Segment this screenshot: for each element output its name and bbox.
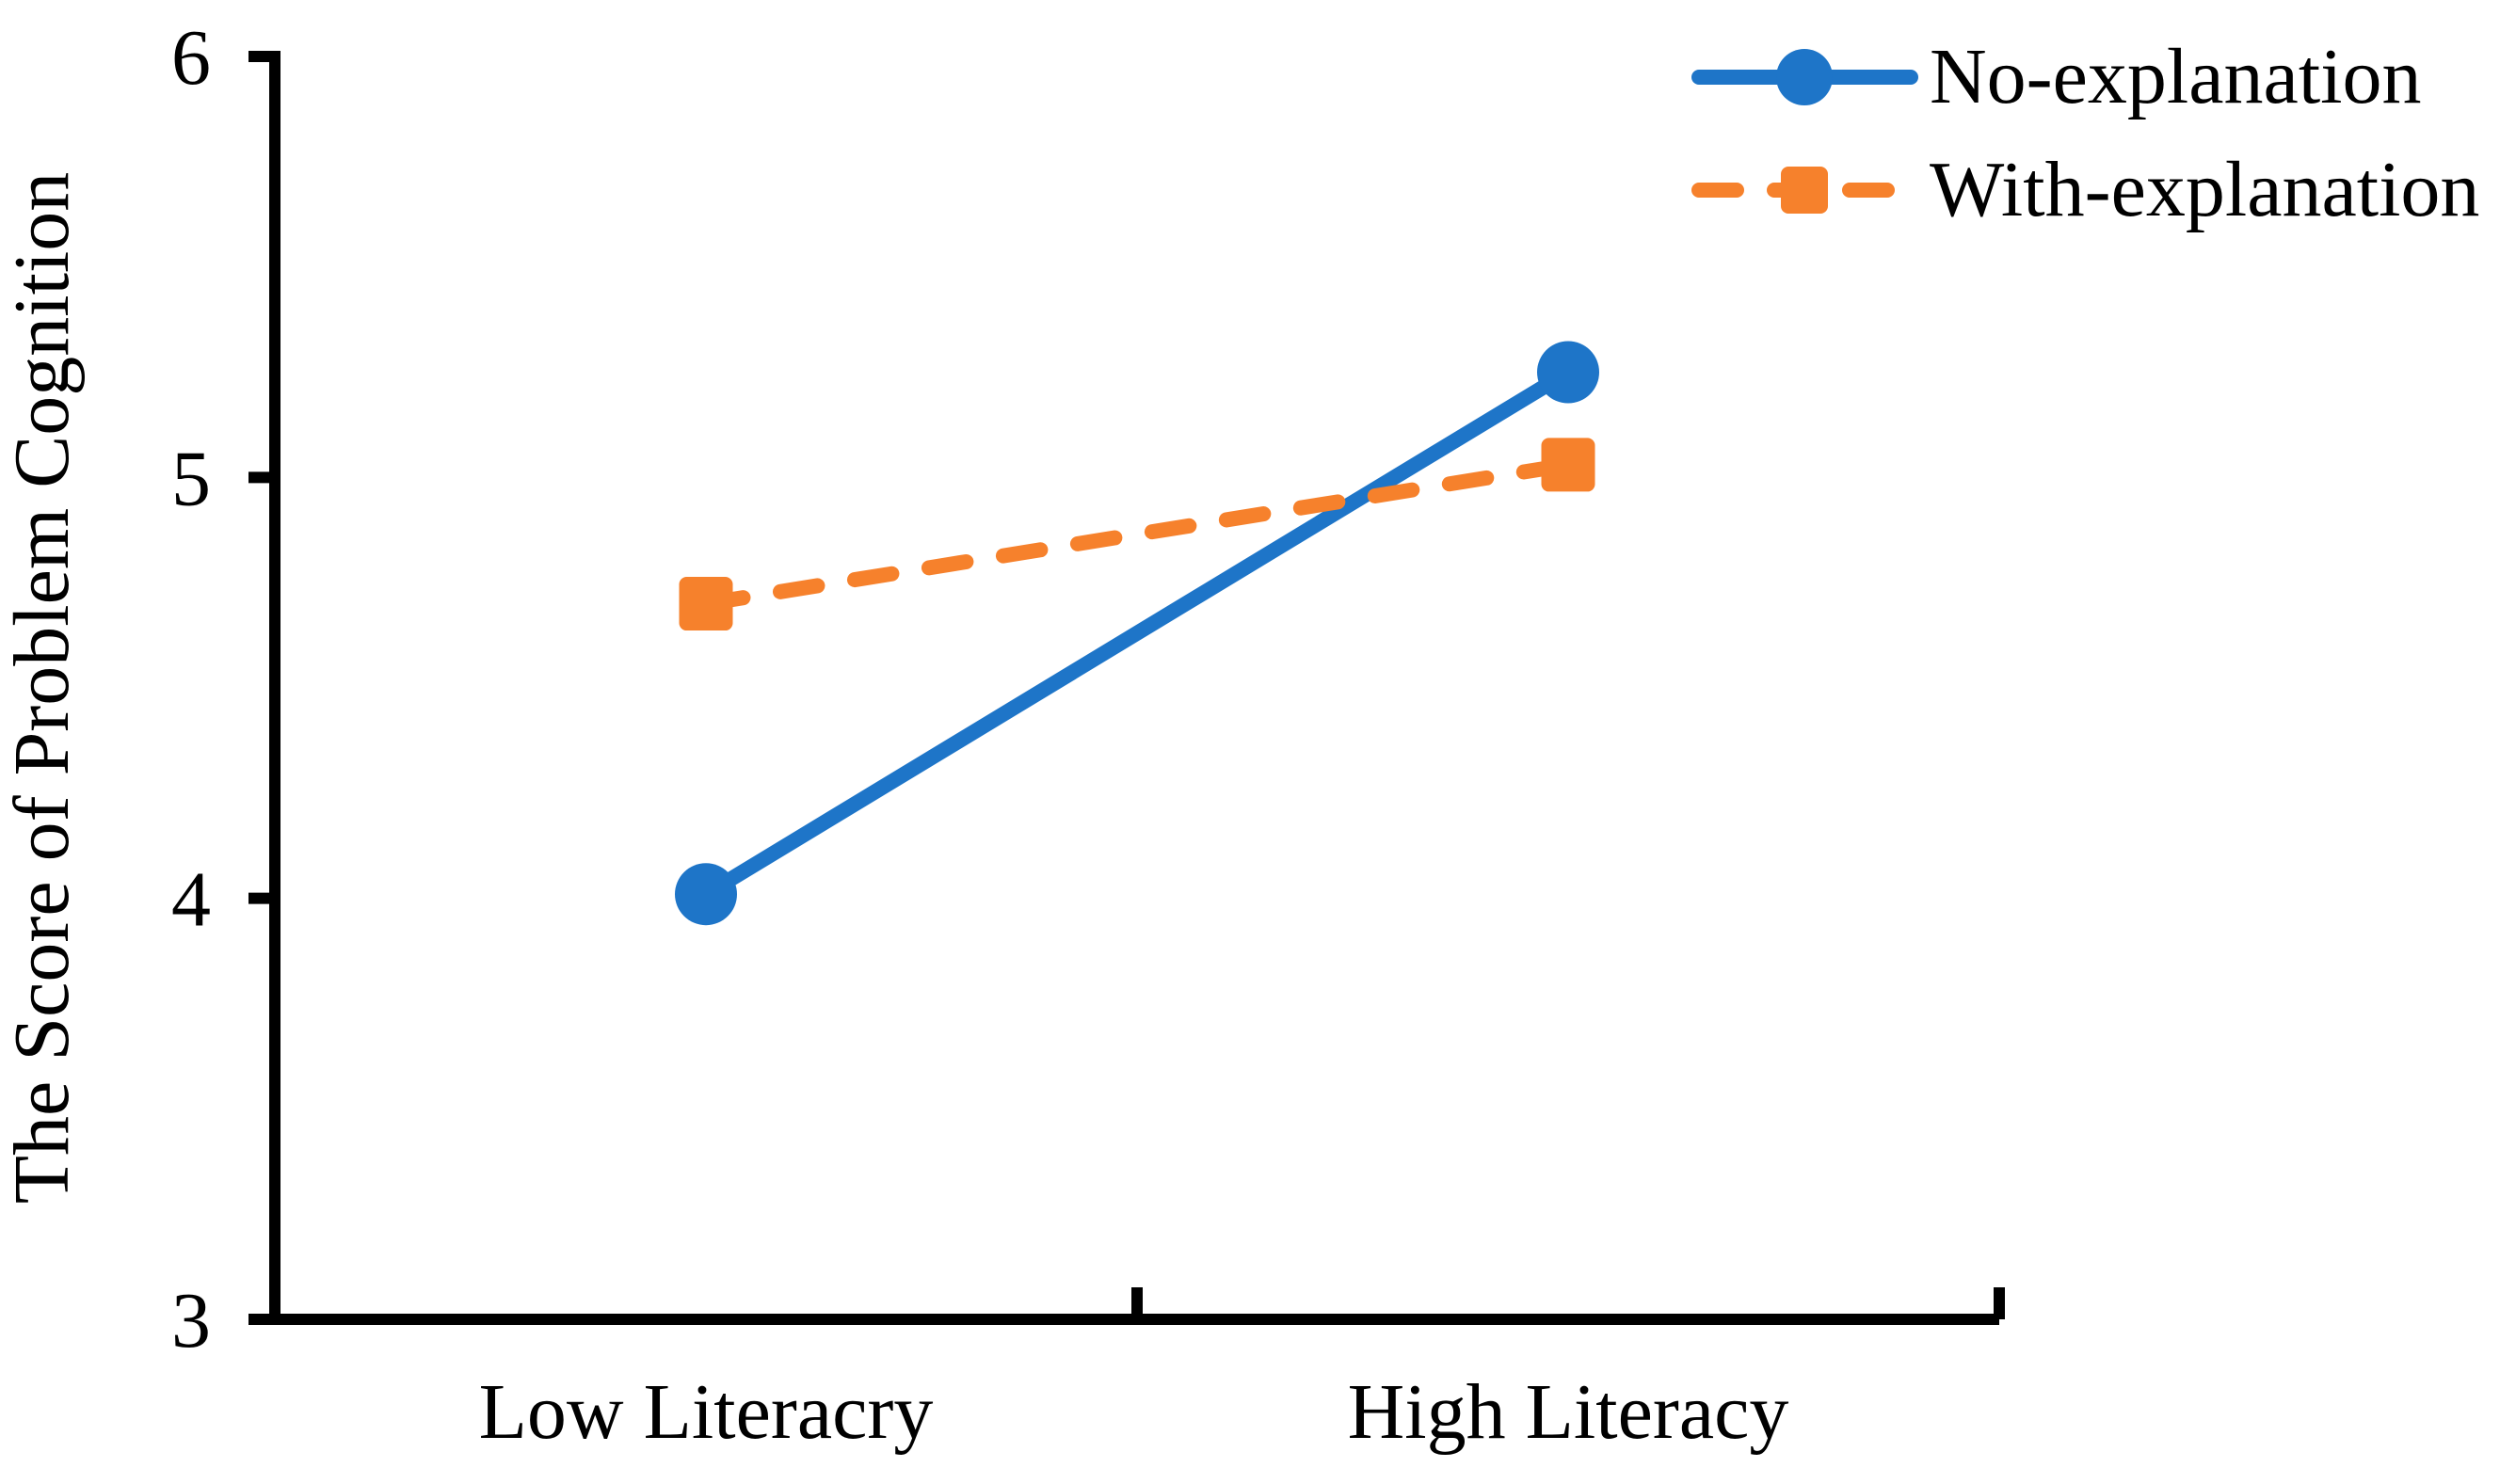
legend-marker-circle-no-explanation — [1776, 49, 1833, 105]
legend-label-no-explanation: No-explanation — [1930, 33, 2422, 120]
y-axis-title: The Score of Problem Cognition — [0, 172, 86, 1205]
data-point-square-with-explanation — [1541, 438, 1595, 492]
x-axis-label: High Literacy — [1348, 1368, 1789, 1456]
series-line-with-explanation — [698, 456, 1576, 612]
data-point-square-with-explanation — [679, 577, 733, 631]
y-tick-label: 5 — [171, 435, 211, 522]
y-tick-label: 3 — [171, 1277, 211, 1364]
data-point-circle-no-explanation — [675, 863, 737, 926]
y-tick-label: 6 — [171, 14, 211, 102]
legend-marker-square-with-explanation — [1781, 167, 1828, 214]
legend-label-with-explanation: With-explanation — [1930, 146, 2479, 233]
data-point-circle-no-explanation — [1537, 341, 1599, 404]
series-line-no-explanation — [698, 364, 1576, 902]
y-tick-label: 4 — [171, 856, 211, 944]
x-axis-label: Low Literacry — [479, 1368, 934, 1456]
